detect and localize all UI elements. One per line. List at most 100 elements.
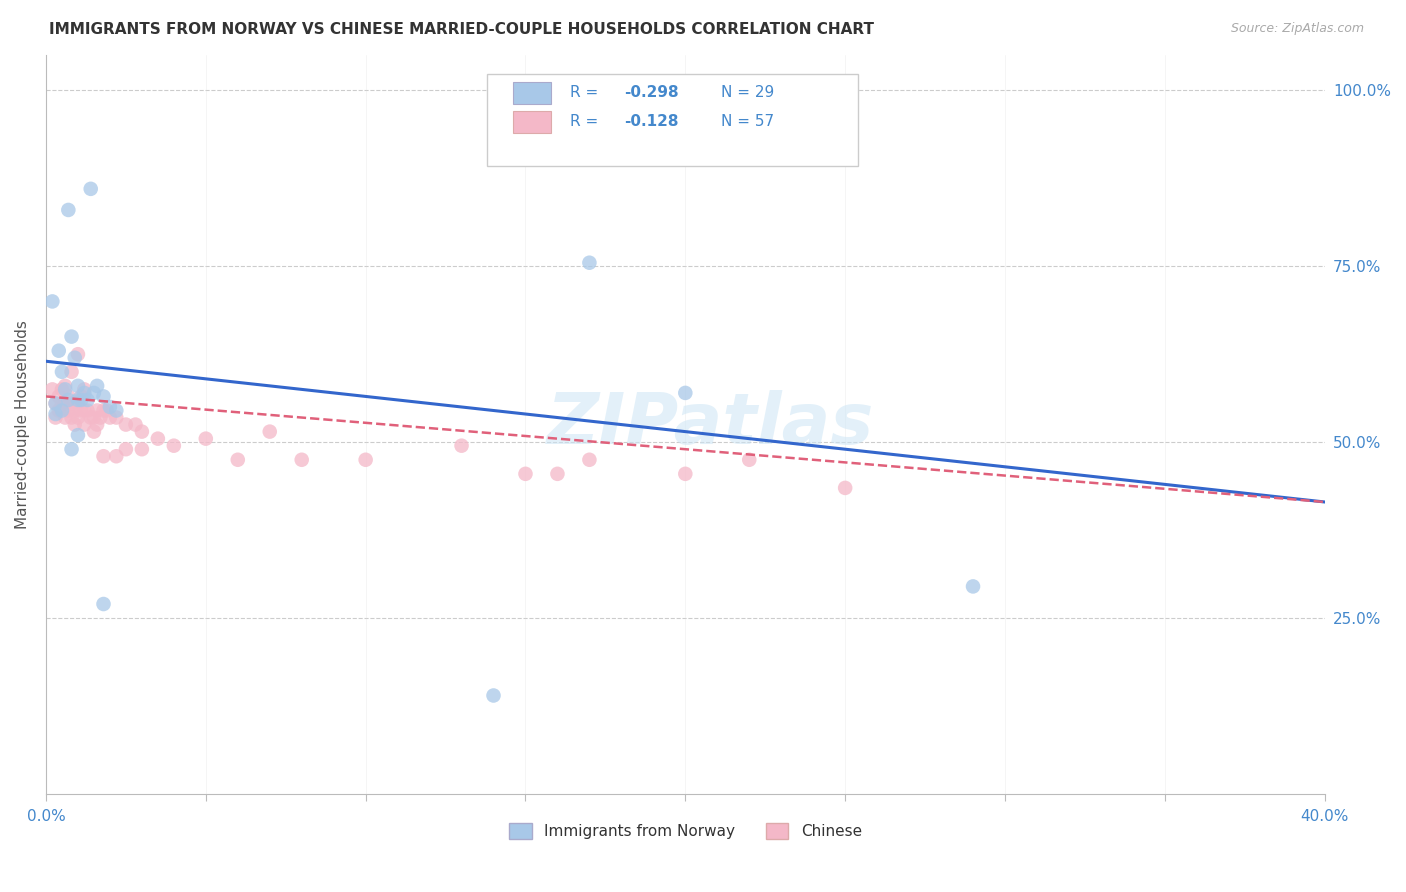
FancyBboxPatch shape (486, 74, 858, 166)
Point (194, 432, 217, 446)
Text: ZIPatlas: ZIPatlas (547, 390, 875, 459)
Point (80, 410, 103, 425)
Point (738, 452, 761, 467)
Point (66, 410, 89, 425)
Point (73, 383, 96, 397)
Point (131, 442, 153, 457)
Legend: Immigrants from Norway, Chinese: Immigrants from Norway, Chinese (503, 817, 868, 846)
Point (98, 410, 121, 425)
Text: R =: R = (571, 114, 603, 129)
Text: Source: ZipAtlas.com: Source: ZipAtlas.com (1230, 22, 1364, 36)
Point (51, 383, 73, 397)
Point (66, 396, 89, 410)
Point (291, 452, 314, 467)
Text: -0.128: -0.128 (624, 114, 679, 129)
Point (53, 383, 76, 397)
Point (93, 389, 115, 403)
Point (354, 452, 377, 467)
Point (58, 389, 80, 403)
Point (41, 294, 63, 309)
Point (58, 392, 80, 407)
Point (45, 396, 67, 410)
Point (63, 417, 86, 432)
Point (60, 329, 83, 343)
Point (105, 403, 128, 417)
Point (45, 410, 67, 425)
Point (131, 425, 153, 439)
Point (66, 428, 89, 442)
Point (53, 379, 76, 393)
Point (48, 343, 70, 358)
Point (578, 256, 600, 270)
Point (515, 467, 537, 481)
Point (226, 452, 249, 467)
Point (89, 410, 111, 425)
Point (86, 417, 108, 432)
Point (53, 410, 76, 425)
Point (51, 403, 73, 417)
Point (834, 481, 856, 495)
Point (259, 425, 281, 439)
Point (105, 449, 128, 463)
Point (66, 347, 89, 361)
Point (63, 351, 86, 365)
Point (76, 392, 98, 407)
Point (673, 467, 696, 481)
Point (60, 410, 83, 425)
Point (83, 425, 105, 439)
Point (93, 403, 115, 417)
Point (115, 442, 138, 457)
Point (124, 417, 146, 432)
Point (58, 403, 80, 417)
Text: N = 57: N = 57 (721, 114, 775, 129)
Text: IMMIGRANTS FROM NORWAY VS CHINESE MARRIED-COUPLE HOUSEHOLDS CORRELATION CHART: IMMIGRANTS FROM NORWAY VS CHINESE MARRIE… (49, 22, 875, 37)
Point (105, 410, 128, 425)
Point (60, 365, 83, 379)
Point (98, 400, 121, 414)
Point (96, 403, 118, 417)
Point (80, 182, 103, 196)
Point (163, 439, 186, 453)
Text: R =: R = (571, 85, 603, 100)
Point (66, 392, 89, 407)
Point (146, 432, 169, 446)
Text: N = 29: N = 29 (721, 85, 775, 100)
Point (482, 689, 505, 703)
Point (673, 385, 696, 400)
Point (93, 597, 115, 611)
Point (66, 379, 89, 393)
Point (115, 417, 138, 432)
Point (51, 396, 73, 410)
Point (41, 383, 63, 397)
Point (60, 396, 83, 410)
Point (60, 442, 83, 457)
Point (73, 385, 96, 400)
Text: -0.298: -0.298 (624, 85, 679, 100)
Point (578, 452, 600, 467)
Point (45, 407, 67, 421)
Y-axis label: Married-couple Households: Married-couple Households (15, 320, 30, 529)
Point (86, 403, 108, 417)
Point (70, 392, 93, 407)
Point (86, 379, 108, 393)
Point (546, 467, 568, 481)
Point (48, 403, 70, 417)
Point (53, 396, 76, 410)
Point (70, 403, 93, 417)
Point (93, 449, 115, 463)
Point (45, 396, 67, 410)
Point (73, 403, 96, 417)
Point (83, 410, 105, 425)
Point (76, 403, 98, 417)
Point (51, 365, 73, 379)
Point (58, 202, 80, 217)
Point (962, 579, 984, 593)
Point (83, 385, 105, 400)
Point (73, 417, 96, 432)
Bar (513, 82, 551, 103)
Point (48, 389, 70, 403)
Point (63, 403, 86, 417)
Point (70, 389, 93, 403)
Bar (513, 112, 551, 134)
Point (450, 439, 472, 453)
